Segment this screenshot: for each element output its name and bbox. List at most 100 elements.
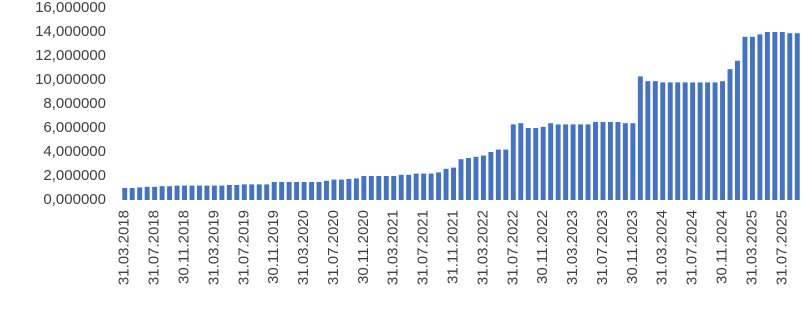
bar (645, 81, 651, 200)
bar (294, 182, 300, 200)
bar (615, 122, 621, 200)
bar (353, 178, 359, 200)
bar (122, 188, 128, 200)
x-tick-label: 31.07.2022 (504, 210, 521, 285)
bar (204, 185, 210, 200)
bar (503, 149, 509, 200)
bar (346, 179, 352, 200)
x-tick-label: 31.03.2018 (116, 210, 133, 285)
bar (137, 187, 143, 200)
bar (764, 32, 770, 200)
x-tick-label: 31.03.2025 (743, 210, 760, 285)
bar (189, 185, 195, 200)
bar (622, 123, 628, 200)
bar (652, 81, 658, 200)
x-tick-label: 31.07.2019 (235, 210, 252, 285)
bar (398, 174, 404, 200)
bar (682, 82, 688, 200)
bar (690, 82, 696, 200)
bar (368, 176, 374, 200)
bar (637, 76, 643, 200)
bar (540, 126, 546, 200)
bar (495, 149, 501, 200)
bar (421, 173, 427, 200)
bar (667, 82, 673, 200)
bar (727, 69, 733, 200)
bar (585, 124, 591, 200)
y-tick-label: 12,000000 (35, 47, 106, 64)
bar (286, 182, 292, 200)
bar (712, 82, 718, 200)
bar (570, 124, 576, 200)
bar (742, 36, 748, 200)
bar (787, 33, 793, 201)
x-tick-label: 31.03.2019 (205, 210, 222, 285)
bar (249, 184, 255, 200)
bar (480, 155, 486, 200)
bar (607, 122, 613, 200)
bar (533, 128, 539, 200)
x-tick-label: 31.07.2018 (146, 210, 163, 285)
x-tick-label: 30.11.2019 (265, 210, 282, 284)
bar (555, 124, 561, 200)
x-tick-label: 31.11.2021 (444, 210, 461, 284)
x-tick-label: 31.07.2020 (325, 210, 342, 285)
bar (772, 32, 778, 200)
bar (376, 176, 382, 200)
bar (391, 176, 397, 200)
bar (578, 124, 584, 200)
bar (697, 82, 703, 200)
bar (428, 173, 434, 200)
y-tick-label: 0,000000 (43, 191, 106, 208)
x-tick-label: 31.07.2021 (415, 210, 432, 285)
x-tick-label: 31.07.2023 (594, 210, 611, 285)
bar (794, 33, 800, 201)
bar (234, 185, 240, 200)
bar (413, 173, 419, 200)
bar (630, 123, 636, 200)
y-tick-label: 16,000000 (35, 0, 106, 16)
bar (548, 123, 554, 200)
bar (451, 167, 456, 200)
y-tick-label: 4,000000 (43, 143, 106, 160)
bar (144, 186, 150, 200)
x-tick-label: 31.03.2020 (295, 210, 312, 285)
bar (443, 168, 449, 200)
bar (182, 185, 187, 200)
bar (279, 182, 285, 200)
x-tick-label: 30.11.2018 (175, 210, 192, 284)
y-tick-label: 2,000000 (43, 167, 106, 184)
bar (129, 188, 135, 200)
x-tick-label: 30.11.2023 (624, 210, 641, 284)
bar (338, 179, 344, 200)
bar (735, 60, 740, 200)
bar (309, 182, 315, 200)
bar (436, 172, 442, 200)
bar (174, 185, 180, 200)
bar (563, 124, 569, 200)
x-tick-label: 31.03.2022 (474, 210, 491, 285)
bar (316, 182, 322, 200)
bar (675, 82, 681, 200)
bar (593, 122, 598, 200)
x-tick-label: 30.11.2024 (714, 210, 731, 284)
bar (152, 186, 158, 200)
bar (720, 81, 726, 200)
bar (518, 123, 524, 200)
bar (167, 186, 173, 200)
bar (757, 34, 763, 201)
bar (301, 182, 307, 200)
bar (159, 186, 165, 200)
y-tick-label: 14,000000 (35, 23, 106, 40)
bar (264, 184, 270, 200)
bar (324, 180, 329, 200)
x-tick-label: 30.11.2020 (355, 210, 372, 284)
bar (779, 32, 785, 200)
y-tick-label: 6,000000 (43, 119, 106, 136)
bar (383, 176, 389, 200)
x-tick-label: 31.03.2023 (564, 210, 581, 285)
y-tick-label: 8,000000 (43, 95, 106, 112)
x-tick-label: 31.03.2024 (654, 210, 671, 285)
